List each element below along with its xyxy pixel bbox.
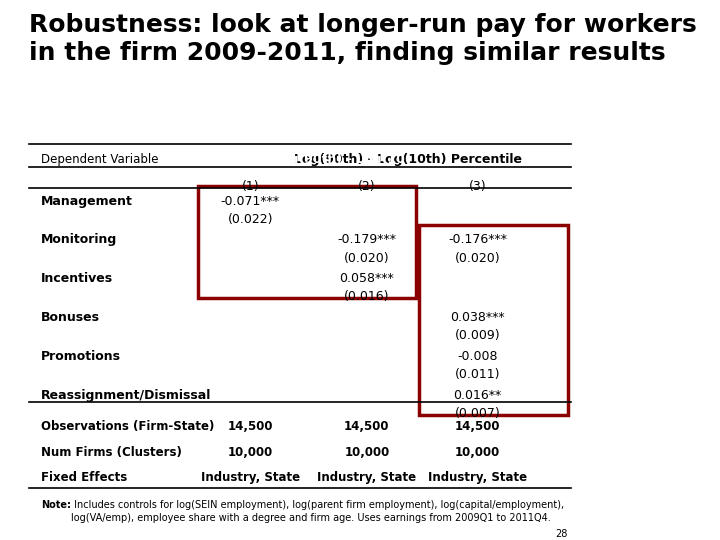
Text: Fixed Effects: Fixed Effects — [41, 471, 127, 484]
Text: Log(90th) - Log(10th) Percentile: Log(90th) - Log(10th) Percentile — [294, 153, 522, 166]
Text: Observations (Firm-State): Observations (Firm-State) — [41, 420, 214, 433]
Bar — [198, 186, 416, 298]
Text: (1): (1) — [242, 180, 259, 193]
Text: Incentives: Incentives — [41, 272, 113, 285]
Text: -0.176***: -0.176*** — [448, 233, 507, 246]
Text: Log(90th) - Log(10: Log(90th) - Log(10 — [273, 153, 405, 166]
Bar — [419, 225, 568, 415]
Text: Bonuses: Bonuses — [41, 311, 100, 324]
Text: (2): (2) — [358, 180, 376, 193]
Text: (0.009): (0.009) — [455, 329, 500, 342]
Text: Promotions: Promotions — [41, 350, 121, 363]
Text: 14,500: 14,500 — [228, 420, 273, 433]
Text: Note:: Note: — [41, 500, 71, 510]
Text: Monitoring: Monitoring — [41, 233, 117, 246]
Text: 0.038***: 0.038*** — [450, 311, 505, 324]
Text: (0.022): (0.022) — [228, 213, 273, 226]
Text: Industry, State: Industry, State — [201, 471, 300, 484]
Text: -0.008: -0.008 — [457, 350, 498, 363]
Text: Robustness: look at longer-run pay for workers
in the firm 2009-2011, finding si: Robustness: look at longer-run pay for w… — [29, 14, 697, 65]
Text: 0.058***: 0.058*** — [340, 272, 395, 285]
Text: -0.071***: -0.071*** — [221, 194, 280, 207]
Text: 10,000: 10,000 — [344, 446, 390, 458]
Text: Management: Management — [41, 194, 132, 207]
Text: -0.179***: -0.179*** — [338, 233, 397, 246]
Text: Dependent Variable: Dependent Variable — [41, 153, 158, 166]
Text: Industry, State: Industry, State — [318, 471, 416, 484]
Text: 14,500: 14,500 — [344, 420, 390, 433]
Text: (0.007): (0.007) — [454, 407, 500, 420]
Text: Industry, State: Industry, State — [428, 471, 527, 484]
Text: 10,000: 10,000 — [228, 446, 273, 458]
Text: Num Firms (Clusters): Num Firms (Clusters) — [41, 446, 181, 458]
Text: 10,000: 10,000 — [455, 446, 500, 458]
Text: Reassignment/Dismissal: Reassignment/Dismissal — [41, 389, 211, 402]
Text: (0.020): (0.020) — [455, 252, 500, 265]
Text: (3): (3) — [469, 180, 486, 193]
Text: Includes controls for log(SEIN employment), log(parent firm employment), log(cap: Includes controls for log(SEIN employmen… — [71, 500, 564, 523]
Text: (0.011): (0.011) — [455, 368, 500, 381]
Text: 0.016**: 0.016** — [454, 389, 502, 402]
Text: (0.016): (0.016) — [344, 291, 390, 303]
Text: (0.020): (0.020) — [344, 252, 390, 265]
Text: 28: 28 — [555, 529, 568, 539]
Text: 14,500: 14,500 — [455, 420, 500, 433]
